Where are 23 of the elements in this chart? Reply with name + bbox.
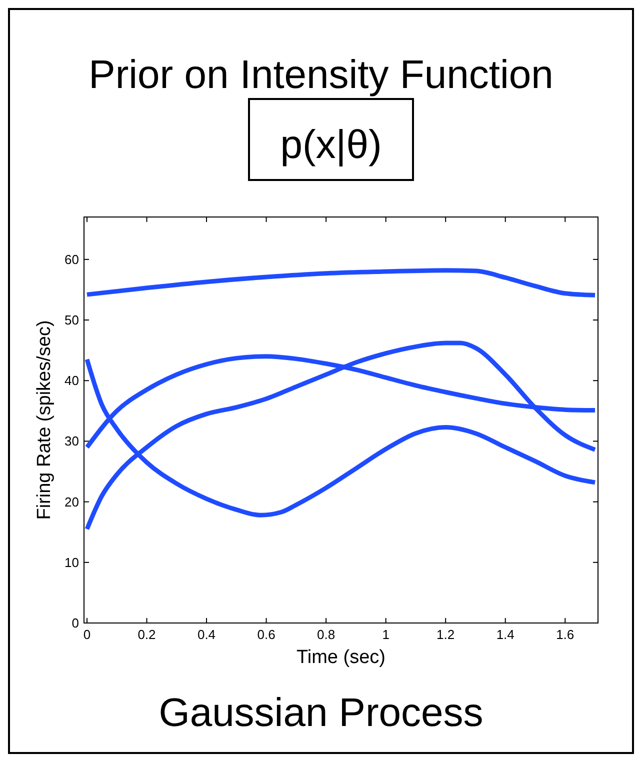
text: Gaussian Process xyxy=(158,691,484,735)
y-axis-title: Firing Rate (spikes/sec) xyxy=(34,320,55,520)
y-tick-label: 50 xyxy=(64,312,79,328)
chart-subtitle: p(x|θ) xyxy=(280,123,382,167)
line-series xyxy=(84,340,598,532)
x-tick-label: 1 xyxy=(382,627,390,642)
y-tick-label: 20 xyxy=(64,494,79,510)
y-tick-label: 0 xyxy=(72,616,79,630)
y-tick-label: 30 xyxy=(64,434,79,449)
chart-title: Prior on Intensity Function xyxy=(88,53,554,97)
x-tick-label: 0.8 xyxy=(317,627,336,642)
y-tick-label: 40 xyxy=(64,373,79,388)
x-tick-label: 0.4 xyxy=(197,627,216,642)
x-tick-label: 0 xyxy=(83,627,91,642)
y-tick-label: 60 xyxy=(64,252,79,267)
line-series xyxy=(84,268,598,298)
x-tick-label: 0.2 xyxy=(138,627,156,642)
y-tick-label: 10 xyxy=(64,554,79,570)
x-tick-label: 0.6 xyxy=(257,627,276,642)
x-axis-title: Time (sec) xyxy=(296,647,386,668)
x-tick-label: 1.2 xyxy=(436,627,455,642)
x-tick-label: 1.6 xyxy=(556,627,574,642)
x-tick-label: 1.4 xyxy=(496,627,514,642)
